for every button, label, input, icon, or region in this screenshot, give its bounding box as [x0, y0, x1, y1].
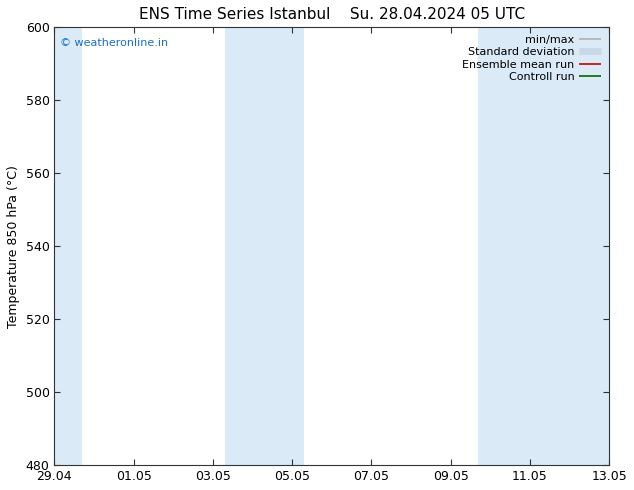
- Bar: [225, 27, 304, 465]
- Y-axis label: Temperature 850 hPa (°C): Temperature 850 hPa (°C): [7, 165, 20, 328]
- Legend: min/max, Standard deviation, Ensemble mean run, Controll run: min/max, Standard deviation, Ensemble me…: [458, 30, 606, 86]
- Bar: [479, 27, 613, 465]
- Bar: [50, 27, 82, 465]
- Text: © weatheronline.in: © weatheronline.in: [60, 38, 168, 48]
- Title: ENS Time Series Istanbul    Su. 28.04.2024 05 UTC: ENS Time Series Istanbul Su. 28.04.2024 …: [139, 7, 525, 22]
